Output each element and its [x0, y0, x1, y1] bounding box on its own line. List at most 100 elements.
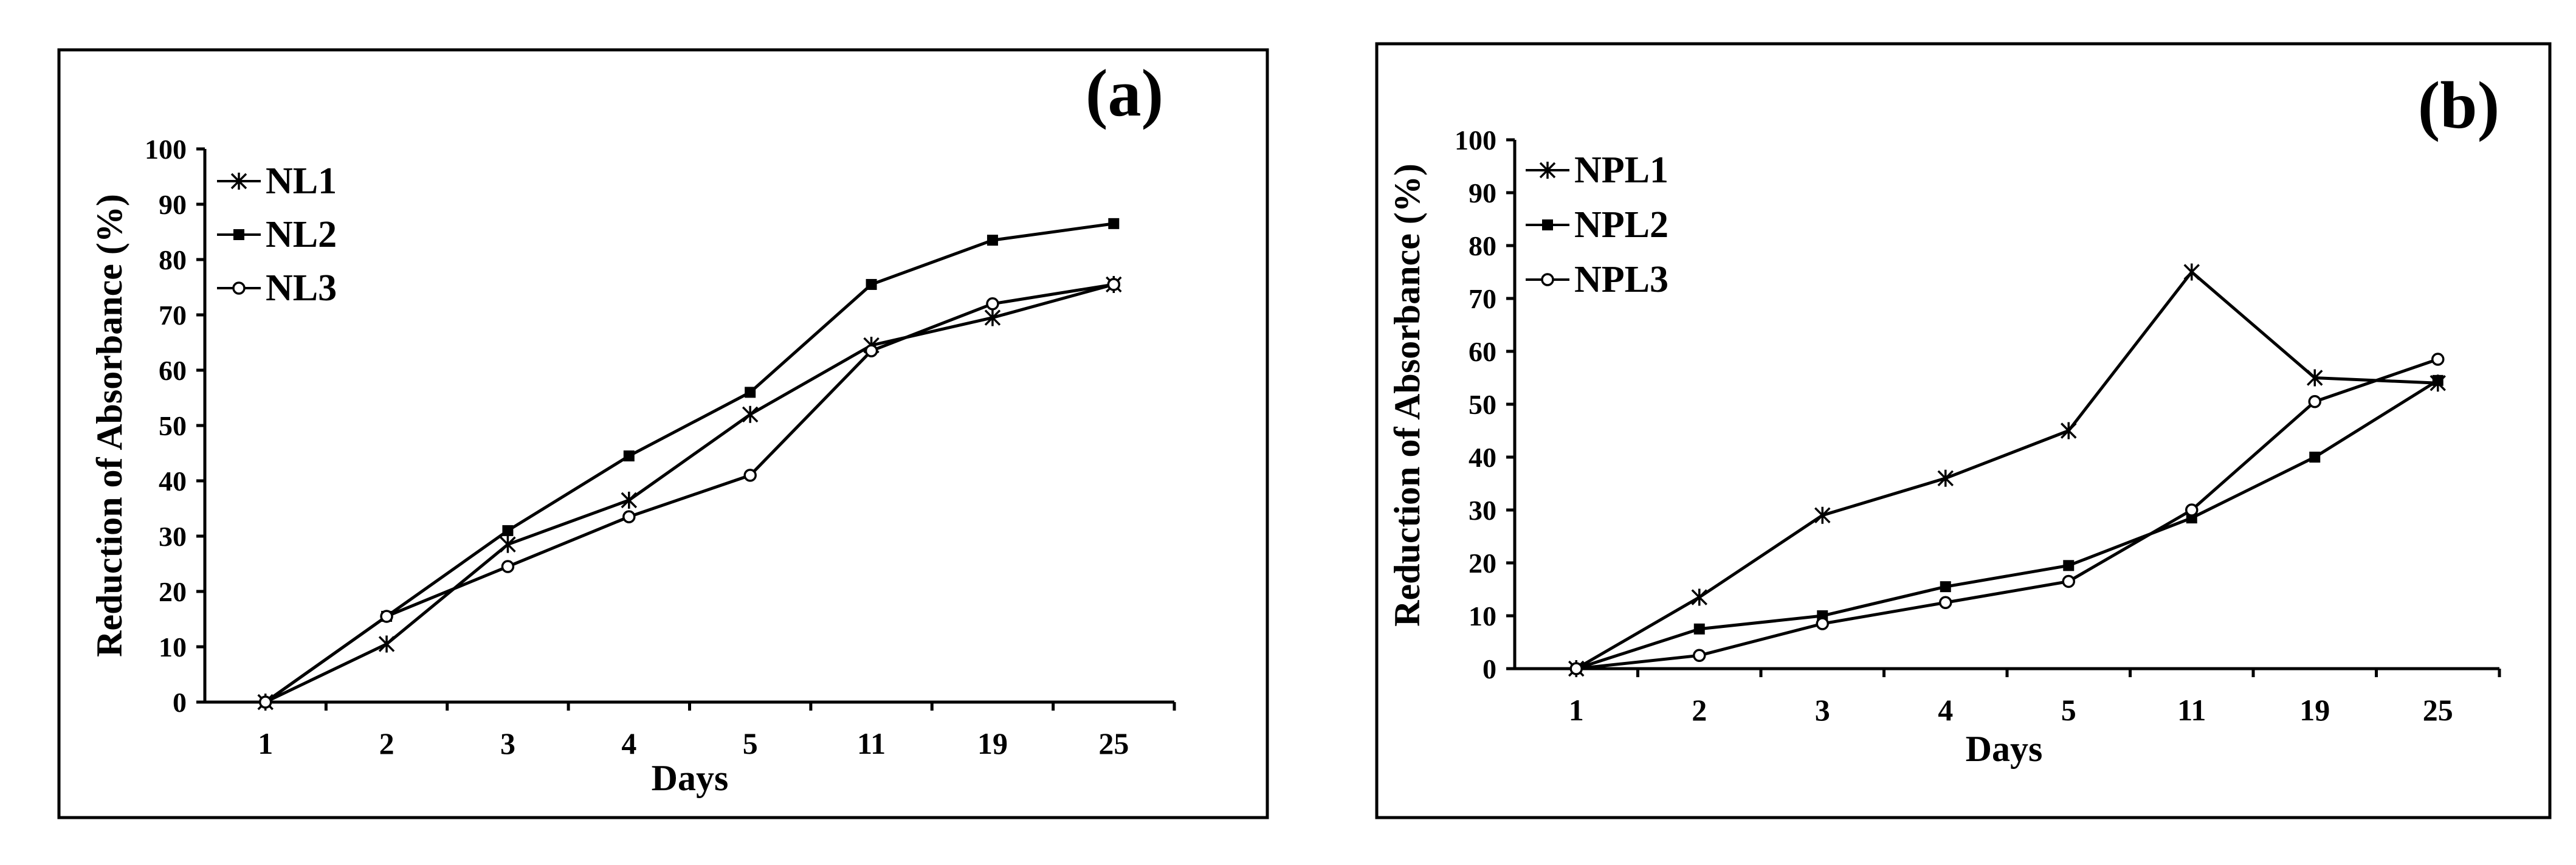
panel-1-npl3-point-3 [1939, 596, 1952, 609]
panel-0-legend-label: NL1 [266, 160, 337, 202]
panel-0-nl3-point-5 [864, 344, 878, 357]
panel-0-nl1-point-1 [378, 635, 395, 653]
panel-1-x-tick-label: 5 [2061, 693, 2076, 727]
panel-1-npl3-point-4 [2062, 574, 2075, 588]
panel-1-frame [1375, 42, 2552, 819]
panel-0-series-nl1 [257, 275, 1122, 711]
panel-1-legend-label: NPL2 [1574, 204, 1669, 246]
panel-0-nl2-point-3 [623, 450, 635, 462]
panel-0-nl1-point-2 [500, 536, 516, 553]
panel-0-nl1-point-6 [984, 309, 1001, 326]
panel-1-npl1-point-1 [1691, 588, 1707, 606]
panel-1-npl3-point-5 [2185, 503, 2199, 517]
panel-1-legend-item-npl1: NPL1 [1526, 150, 1669, 191]
panel-0-y-axis-title: Reduction of Absorbance (%) [89, 194, 129, 657]
panel-0-chart: 0 10 20 30 40 50 60 70 80 90 100 1 2 3 4 5 11 19 25 Days Red… [57, 48, 1269, 819]
panel-1-y-tick-label: 70 [1469, 283, 1496, 314]
panel-1-panel-label: (b) [2418, 68, 2499, 142]
panel-1-npl1-legend-point-0 [1539, 162, 1556, 179]
panel-1-legend-label: NPL1 [1574, 150, 1669, 191]
panel-0-x-tick-label: 19 [977, 726, 1008, 760]
panel-0-nl1-point-4 [742, 405, 759, 423]
panel-0-nl2-point-5 [866, 278, 877, 290]
panel-0-legend-item-nl2: NL2 [217, 214, 337, 255]
panel-0-x-tick-label: 2 [379, 726, 394, 760]
panel-1-npl1-point-2 [1814, 506, 1831, 524]
panel-0-series-nl3 [258, 278, 1121, 709]
panel-0-x-tick-label: 1 [258, 726, 273, 760]
panel-0-nl2-point-2 [502, 525, 514, 536]
panel-0-nl3-point-3 [622, 510, 636, 523]
panel-0-frame [57, 48, 1269, 819]
panel-0-nl3-point-1 [380, 610, 393, 623]
panel-1-x-tick-label: 2 [1692, 693, 1707, 727]
panel-0-nl3-point-7 [1107, 278, 1121, 291]
panel-1-x-tick-label: 1 [1569, 693, 1584, 727]
panel-1-y-tick-label: 0 [1483, 653, 1496, 684]
panel-0-nl3-line [264, 283, 1114, 704]
panel-0-nl1-legend-point-0 [230, 173, 247, 190]
panel-1-npl3-point-6 [2308, 395, 2321, 408]
panel-1-npl2-point-7 [2432, 374, 2443, 386]
panel-0-x-tick-label: 5 [743, 726, 758, 760]
panel-0-y-tick-label: 50 [159, 410, 187, 441]
panel-1-npl2-point-1 [1693, 623, 1705, 635]
panel-1-npl2-point-4 [2063, 560, 2075, 571]
panel-0-legend-label: NL2 [266, 214, 337, 255]
panel-1-y-tick-label: 90 [1469, 177, 1496, 208]
panel-1-y-tick-label: 20 [1469, 548, 1496, 579]
panel-1-y-tick-label: 60 [1469, 336, 1496, 367]
panel-1-series-npl1 [1568, 263, 2446, 677]
panel-0-nl2-legend-point-0 [233, 229, 244, 240]
panel-1-y-tick-label: 40 [1469, 442, 1496, 473]
panel-0-nl2-line [264, 222, 1114, 704]
panel-1-y-tick-label: 50 [1469, 389, 1496, 420]
panel-0-legend-item-nl1: NL1 [217, 160, 337, 202]
panel-0-legend-item-nl3: NL3 [217, 267, 337, 309]
panel-0-y-tick-label: 70 [159, 300, 187, 331]
panel-1-npl2-line [1576, 379, 2439, 670]
panel-1-npl2-point-3 [1940, 581, 1951, 593]
panel-1-x-tick-label: 4 [1938, 693, 1953, 727]
panel-1-npl2-point-6 [2309, 452, 2321, 463]
panel-1-npl3-legend-point-0 [1541, 273, 1554, 286]
panel-1-x-tick-label: 11 [2177, 693, 2206, 727]
panel-0-y-tick-label: 90 [159, 189, 187, 220]
panel-0-panel-label: (a) [1086, 56, 1163, 130]
panel-1-x-tick-label: 25 [2423, 693, 2453, 727]
panel-1-npl1-point-4 [2061, 422, 2077, 439]
panel-1-series-npl3 [1569, 353, 2445, 675]
panel-1-npl3-point-7 [2431, 353, 2445, 366]
panel-1-y-tick-label: 30 [1469, 495, 1496, 526]
panel-0-x-tick-label: 3 [500, 726, 515, 760]
panel-1-series-npl2 [1571, 374, 2443, 674]
panel-0-y-tick-label: 30 [159, 521, 187, 552]
panel-0-y-tick-label: 20 [159, 576, 187, 607]
panel-0-nl1-line [264, 283, 1114, 704]
panel-0-y-tick-label: 100 [145, 134, 187, 165]
panel-1-chart: 0 10 20 30 40 50 60 70 80 90 100 1 2 3 4 5 11 19 25 Days Red… [1375, 42, 2552, 819]
panel-1-y-tick-label: 80 [1469, 230, 1496, 261]
panel-0-nl3-point-4 [743, 469, 757, 482]
panel-1-npl2-legend-point-0 [1542, 219, 1553, 230]
panel-1-npl3-point-0 [1569, 662, 1583, 675]
panel-0-nl3-point-6 [986, 297, 999, 311]
panel-0-y-tick-label: 10 [159, 632, 187, 663]
panel-1-legend-item-npl2: NPL2 [1526, 204, 1669, 246]
panel-1-y-tick-label: 10 [1469, 601, 1496, 632]
panel-0-nl3-legend-point-0 [232, 281, 246, 295]
panel-0-y-tick-label: 60 [159, 355, 187, 386]
panel-0-nl3-point-2 [501, 560, 515, 573]
panel-1-npl3-point-2 [1816, 617, 1829, 630]
panel-0-nl2-point-6 [987, 235, 998, 246]
panel-0-x-tick-label: 11 [857, 726, 886, 760]
panel-0-x-tick-label: 4 [621, 726, 636, 760]
panel-0-y-tick-label: 0 [173, 687, 187, 718]
panel-1-x-tick-label: 3 [1815, 693, 1830, 727]
panel-1-npl1-point-5 [2183, 263, 2200, 281]
panel-1-npl3-point-1 [1693, 649, 1706, 662]
panel-1-y-tick-label: 100 [1455, 125, 1496, 156]
panel-0-series-nl2 [260, 218, 1120, 708]
panel-0-nl2-point-7 [1108, 218, 1120, 229]
